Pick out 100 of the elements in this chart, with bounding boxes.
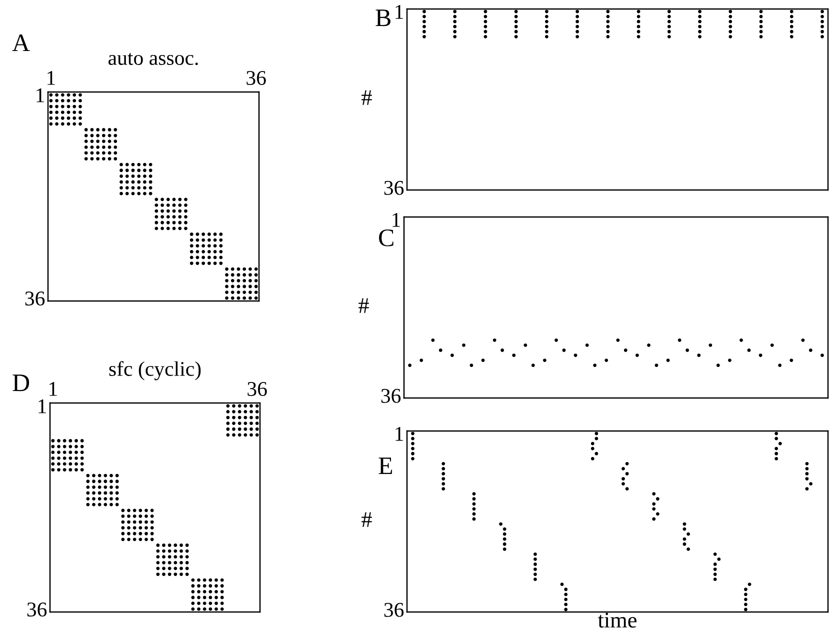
point — [820, 20, 824, 24]
point — [805, 477, 809, 480]
point — [492, 338, 496, 342]
point — [148, 168, 152, 172]
point — [728, 358, 732, 362]
y-axis-title: # — [362, 512, 372, 527]
point — [96, 128, 100, 132]
point — [121, 508, 125, 512]
point — [472, 492, 476, 496]
point — [220, 607, 224, 611]
point — [453, 24, 457, 28]
point — [66, 116, 70, 120]
point — [185, 566, 189, 570]
point — [66, 99, 70, 102]
point — [121, 532, 125, 536]
point — [148, 192, 152, 196]
point — [230, 284, 234, 288]
point — [68, 468, 72, 472]
point — [184, 226, 188, 230]
point — [213, 244, 217, 248]
point — [156, 544, 160, 547]
point — [178, 226, 182, 230]
point — [184, 198, 188, 202]
point — [156, 572, 160, 576]
point — [590, 456, 594, 460]
point — [60, 122, 64, 126]
point — [255, 404, 259, 408]
point — [62, 450, 66, 454]
point — [80, 462, 84, 466]
chart-title: sfc (cyclic) — [109, 361, 201, 380]
point — [55, 93, 58, 97]
point — [774, 452, 778, 456]
point — [420, 358, 424, 362]
point — [809, 482, 812, 486]
point — [114, 128, 118, 132]
point — [86, 497, 90, 500]
point — [542, 358, 546, 362]
point — [207, 256, 211, 260]
point — [90, 140, 94, 144]
point — [514, 14, 518, 18]
point — [442, 472, 446, 476]
point — [166, 220, 170, 224]
point — [168, 549, 172, 553]
point — [686, 547, 690, 551]
point — [57, 462, 60, 466]
point — [127, 508, 130, 512]
point — [197, 590, 200, 594]
point — [514, 34, 518, 38]
point — [636, 24, 640, 28]
point — [184, 220, 188, 224]
point — [248, 296, 252, 300]
point — [625, 462, 629, 466]
point — [250, 404, 253, 408]
point — [576, 34, 580, 38]
point — [180, 544, 183, 547]
point — [226, 433, 230, 437]
point — [713, 562, 717, 566]
point — [78, 93, 82, 97]
point — [778, 442, 782, 446]
point — [226, 404, 230, 408]
point — [593, 364, 596, 368]
point — [728, 20, 732, 24]
point — [180, 549, 183, 553]
point — [820, 10, 824, 14]
point — [150, 526, 154, 530]
point — [820, 24, 824, 28]
point — [652, 507, 656, 511]
point — [51, 444, 55, 448]
point — [96, 134, 100, 138]
point — [717, 558, 721, 561]
point — [502, 532, 506, 536]
point — [747, 348, 751, 352]
point — [137, 168, 141, 172]
point — [244, 410, 248, 414]
point — [728, 30, 732, 34]
point — [236, 296, 240, 300]
point — [148, 186, 152, 190]
point — [127, 520, 130, 524]
point — [214, 596, 218, 600]
point — [713, 552, 717, 556]
point — [66, 93, 70, 97]
point — [138, 508, 142, 512]
point — [219, 244, 223, 248]
point — [185, 555, 189, 559]
point — [564, 588, 568, 592]
point — [162, 566, 166, 570]
point — [564, 598, 568, 602]
point — [544, 34, 548, 38]
point — [115, 474, 119, 478]
point — [104, 502, 108, 506]
point — [411, 442, 414, 446]
point — [138, 538, 142, 542]
point — [220, 602, 224, 605]
point — [242, 296, 246, 300]
point — [96, 151, 100, 155]
point — [143, 180, 146, 184]
point — [144, 526, 148, 530]
point — [225, 284, 228, 288]
point — [156, 549, 160, 553]
point — [686, 532, 690, 536]
